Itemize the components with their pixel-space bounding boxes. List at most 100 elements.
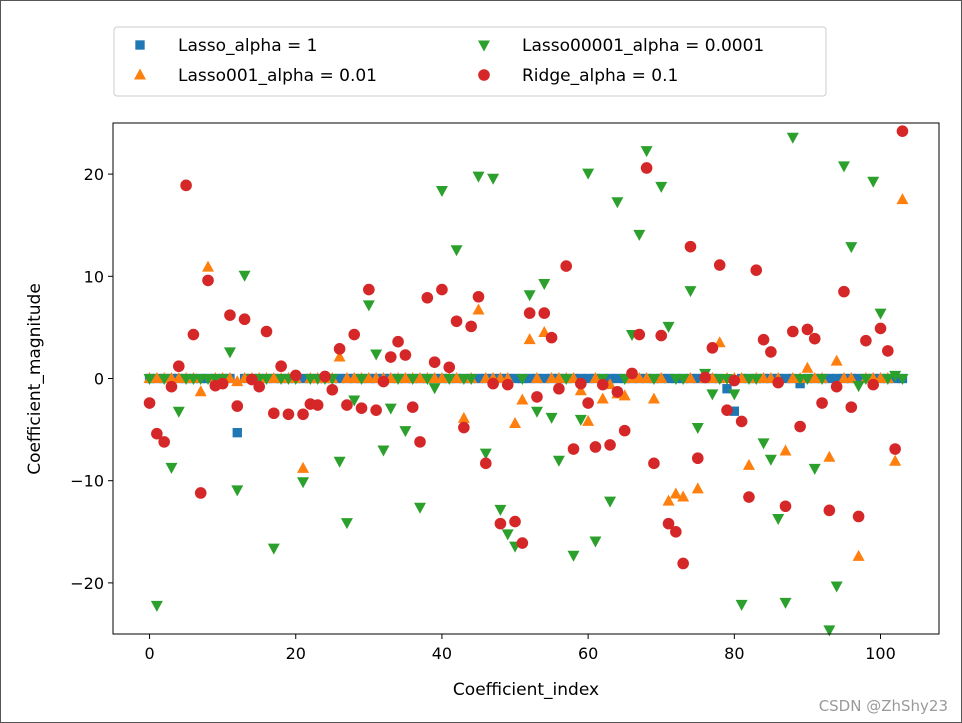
data-point [837, 161, 850, 173]
data-point [787, 325, 799, 338]
data-point [340, 518, 353, 530]
data-point [333, 343, 346, 355]
data-point [487, 173, 500, 185]
data-point [238, 270, 251, 282]
data-point [538, 307, 551, 319]
data-point [297, 477, 310, 489]
data-point [552, 455, 565, 467]
data-point [509, 416, 522, 428]
legend-label: Lasso00001_alpha = 0.0001 [522, 36, 764, 56]
data-point [647, 374, 660, 385]
data-point [165, 380, 178, 393]
data-point [772, 514, 785, 526]
data-point [238, 313, 251, 326]
data-point [399, 426, 412, 438]
data-point [392, 374, 405, 385]
data-point [523, 333, 536, 345]
data-point [465, 374, 478, 385]
data-point [693, 373, 703, 384]
data-point [333, 350, 346, 362]
data-point [786, 132, 799, 144]
y-axis-ticks: −20 −10 0 10 20 [70, 165, 113, 593]
data-point [830, 581, 843, 593]
data-point [399, 349, 412, 361]
data-point [779, 500, 792, 513]
data-point [706, 342, 719, 354]
data-point [574, 384, 587, 396]
data-point [582, 168, 595, 180]
data-point [545, 412, 558, 424]
data-point [816, 374, 829, 385]
data-point [253, 380, 265, 393]
data-point [538, 278, 551, 290]
data-point [640, 162, 653, 174]
data-point [231, 375, 244, 387]
data-point [435, 185, 448, 197]
x-tick-label: 40 [432, 644, 452, 663]
data-point [647, 392, 660, 404]
data-point [691, 482, 704, 494]
data-point [729, 406, 740, 416]
data-point [545, 331, 558, 344]
data-point [801, 374, 814, 385]
x-tick-label: 20 [286, 644, 306, 663]
data-point [348, 328, 361, 341]
data-point [583, 373, 593, 384]
legend-marker [135, 40, 145, 50]
data-point [443, 374, 456, 385]
data-point [838, 285, 850, 298]
data-point [194, 487, 207, 499]
legend-box [113, 26, 827, 97]
data-point [728, 374, 741, 387]
data-point [611, 197, 624, 209]
data-point [289, 369, 302, 382]
x-tick-label: 60 [578, 644, 598, 663]
data-point [684, 240, 697, 253]
data-point [428, 356, 441, 368]
data-point [874, 322, 887, 335]
data-point [355, 402, 368, 414]
data-point [882, 345, 894, 357]
data-point [853, 373, 864, 384]
data-point [765, 346, 777, 358]
x-tick-label: 80 [724, 644, 744, 663]
data-point [450, 315, 463, 328]
legend-label: Lasso_alpha = 1 [178, 36, 318, 56]
data-point [596, 378, 609, 391]
data-point [881, 374, 894, 385]
data-point [722, 384, 732, 394]
data-point [845, 401, 858, 413]
data-point [859, 374, 872, 385]
data-point [414, 436, 426, 448]
data-point [750, 374, 763, 385]
data-point [677, 557, 689, 570]
data-point [510, 373, 520, 384]
data-point [450, 372, 463, 383]
data-point [370, 404, 382, 416]
data-point [735, 599, 748, 611]
data-point [808, 332, 821, 345]
data-point [377, 445, 390, 457]
data-point [852, 510, 865, 523]
data-point [494, 504, 507, 516]
legend-entry: Ridge_alpha = 0.1 [478, 66, 678, 86]
data-point [604, 439, 616, 451]
data-point [194, 385, 207, 397]
data-point [509, 515, 521, 528]
data-point [896, 125, 909, 137]
data-point [663, 373, 674, 384]
data-point [311, 399, 324, 411]
data-point [298, 373, 308, 384]
data-point [779, 444, 792, 456]
data-point [845, 242, 858, 254]
series-4 [143, 125, 909, 570]
data-point [472, 290, 485, 303]
data-point [150, 600, 163, 612]
data-point [202, 274, 214, 287]
data-point [670, 526, 682, 538]
y-axis-label: Coefficient_magnitude [25, 283, 45, 475]
data-point [764, 454, 777, 466]
data-point [889, 370, 902, 382]
data-point [457, 411, 470, 423]
